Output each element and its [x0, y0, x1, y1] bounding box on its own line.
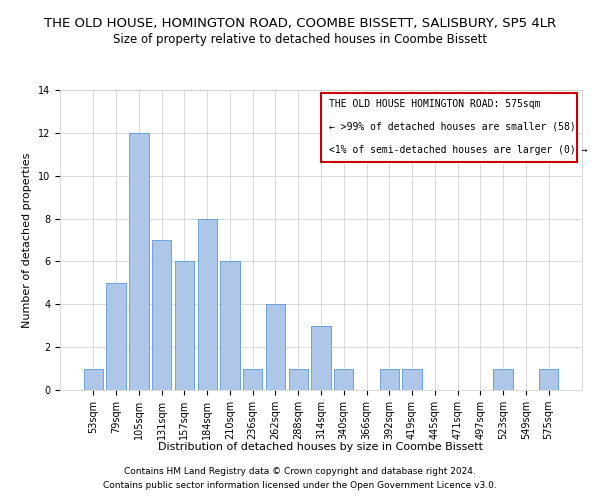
Bar — [266, 304, 285, 390]
Y-axis label: Number of detached properties: Number of detached properties — [22, 152, 32, 328]
Bar — [84, 368, 103, 390]
Bar — [106, 283, 126, 390]
Bar — [220, 262, 239, 390]
Text: Size of property relative to detached houses in Coombe Bissett: Size of property relative to detached ho… — [113, 32, 487, 46]
Bar — [175, 262, 194, 390]
Bar — [243, 368, 262, 390]
Bar — [334, 368, 353, 390]
Text: THE OLD HOUSE, HOMINGTON ROAD, COOMBE BISSETT, SALISBURY, SP5 4LR: THE OLD HOUSE, HOMINGTON ROAD, COOMBE BI… — [44, 18, 556, 30]
Bar — [380, 368, 399, 390]
Bar — [129, 133, 149, 390]
Text: Distribution of detached houses by size in Coombe Bissett: Distribution of detached houses by size … — [158, 442, 484, 452]
Bar — [289, 368, 308, 390]
Bar — [403, 368, 422, 390]
Text: Contains HM Land Registry data © Crown copyright and database right 2024.: Contains HM Land Registry data © Crown c… — [124, 467, 476, 476]
Bar — [197, 218, 217, 390]
Bar — [493, 368, 513, 390]
Text: Contains public sector information licensed under the Open Government Licence v3: Contains public sector information licen… — [103, 481, 497, 490]
Bar — [539, 368, 558, 390]
Bar — [152, 240, 172, 390]
Bar — [311, 326, 331, 390]
